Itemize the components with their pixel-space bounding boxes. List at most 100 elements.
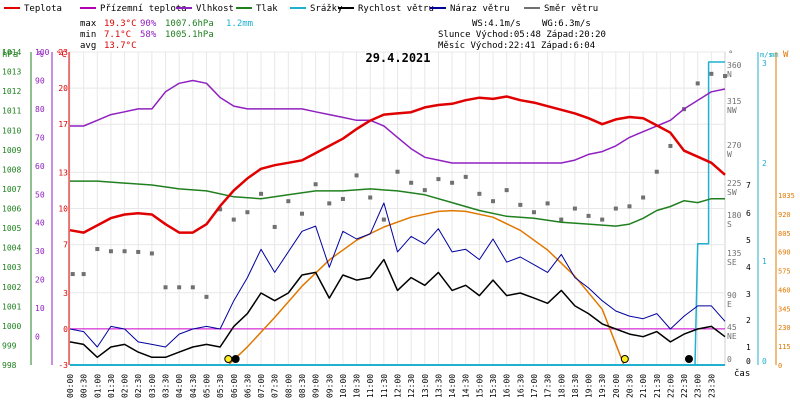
x-tick-label: 05:00 [202,374,211,398]
wind-dir-point [477,191,482,196]
x-tick-label: 09:00 [312,374,321,398]
x-tick-label: 06:30 [243,374,252,398]
series-wind-speed [69,258,726,359]
stat-max-temp: 19.3°C [104,19,137,29]
wind-dir-point [149,251,154,256]
axis-hpa-tick: 1008 [2,165,21,174]
wind-dir-point [108,249,113,254]
wind-dir-point [299,211,304,216]
wind-dir-point [709,71,714,76]
axis-dir-tick: 270 [727,141,742,150]
axis-temp-tick: 17 [58,120,68,129]
x-tick-label: 22:30 [680,374,689,398]
axis-w-tick: 115 [778,343,791,351]
wind-dir-point [613,206,618,211]
x-tick-label: 07:00 [257,374,266,398]
x-tick-label: 21:30 [653,374,662,398]
wind-dir-point [122,249,127,254]
wind-dir-point [354,173,359,178]
axis-dir-tick: 135 [727,249,742,258]
axis-dir-tick: 360 [727,61,742,70]
wind-dir-point [259,191,264,196]
series-temperature [69,95,726,234]
series-gust [69,202,726,348]
stat-sun: Slunce Východ:05:48 Západ:20:20 [438,30,606,40]
wind-dir-point [600,217,605,222]
x-tick-label: 02:30 [134,374,143,398]
wind-dir-point [545,201,550,206]
wind-dir-point [491,199,496,204]
axis-hpa-tick: 998 [2,361,17,370]
axis-hpa-tick: 1000 [2,322,21,331]
stat-max-rain: 1.2mm [226,19,253,29]
axis-temp-tick: 7 [63,241,68,250]
wind-dir-point [81,272,86,277]
axis-hpa-tick: 1002 [2,283,21,292]
wind-dir-point [163,285,168,290]
chart-title: 29.4.2021 [365,51,430,65]
axis-ms2-tick: 3 [746,290,751,299]
wind-dir-point [395,169,400,174]
x-tick-label: 23:30 [707,374,716,398]
wind-dir-point [518,202,523,207]
x-tick-label: 10:30 [353,374,362,398]
stat-avg-temp: 13.7°C [104,41,137,51]
axis-dir-tick: 225 [727,179,742,188]
x-tick-label: 01:00 [93,374,102,398]
legend-label: Tlak [256,4,278,14]
axis-w-tick: 1035 [778,192,795,200]
wind-dir-point [327,201,332,206]
legend-label: Rychlost větru [358,4,434,14]
wind-dir-point [463,174,468,179]
axis-ms-tick: 1 [762,257,767,266]
axis-dir-tick: 0 [727,355,732,364]
axis-temp-tick: -3 [58,361,68,370]
axis-pct-tick: 0 [35,333,40,342]
axis-w-tick: 460 [778,286,791,294]
wind-dir-point [586,213,591,218]
wind-dir-point [695,81,700,86]
axis-hpa-tick: 1001 [2,302,21,311]
sun-moon-marker [224,355,233,363]
x-tick-label: 20:30 [625,374,634,398]
x-tick-label: 19:00 [585,374,594,398]
x-axis-label: čas [734,368,750,379]
stat-max-label: max [80,19,97,29]
legend-label: Náraz větru [450,4,510,14]
axis-pct-tick: 50 [35,190,45,199]
axis-hpa-tick: 1010 [2,126,21,135]
wind-dir-point [531,210,536,215]
wind-dir-point [95,247,100,252]
wind-dir-point [450,180,455,185]
axis-dir-tick: SW [727,188,737,197]
series-humidity [70,79,726,164]
x-tick-label: 07:30 [271,374,280,398]
x-tick-label: 11:00 [366,374,375,398]
stat-min-press: 1005.1hPa [165,30,214,40]
axis-hpa-unit: hPa [2,50,18,60]
x-tick-label: 18:30 [571,374,580,398]
axis-temp-tick: 13 [58,168,68,177]
stat-max-press: 1007.6hPa [165,19,214,29]
stat-wg: WG:6.3m/s [542,19,591,29]
axis-pct-tick: 40 [35,219,45,228]
axis-dir-tick: E [727,300,732,309]
axis-temp-tick: 23 [58,48,68,57]
wind-dir-point [340,196,345,201]
series-solar [227,209,625,366]
axis-hpa-tick: 1005 [2,224,21,233]
wind-dir-point [204,294,209,299]
wind-dir-point [218,207,223,212]
axis-dir-tick: 315 [727,97,742,106]
wind-dir-point [572,206,577,211]
x-tick-label: 08:30 [298,374,307,398]
series-pressure [70,180,725,227]
axis-ms2-tick: 6 [746,209,751,218]
axis-pct-unit: % [38,50,44,60]
x-tick-label: 19:30 [598,374,607,398]
x-tick-label: 17:30 [544,374,553,398]
wind-dir-point [641,195,646,200]
axis-hpa-tick: 1013 [2,68,21,77]
axis-dir-tick: NE [727,332,737,341]
